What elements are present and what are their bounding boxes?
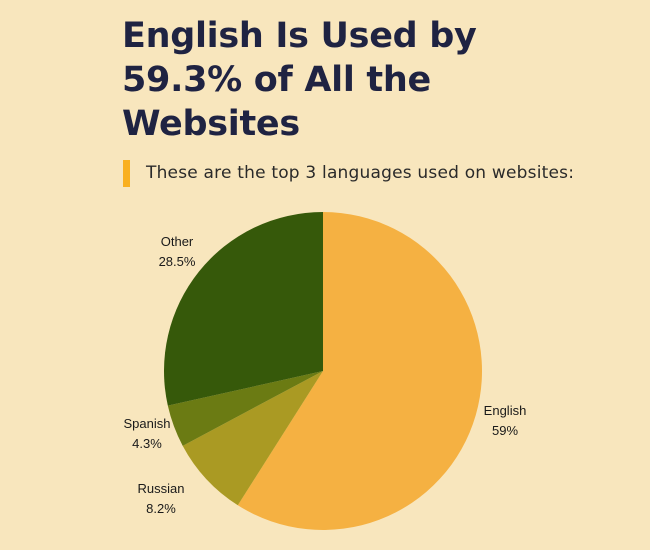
slice-label: Other (161, 234, 194, 249)
slice-value-label: 59% (492, 423, 518, 438)
chart-subtitle: These are the top 3 languages used on we… (146, 163, 575, 183)
accent-bar (123, 160, 130, 187)
pie-slice-russian (182, 371, 323, 506)
slice-value-label: 4.3% (132, 436, 162, 451)
slice-value-label: 28.5% (159, 254, 196, 269)
slice-label: English (484, 403, 527, 418)
chart-title: English Is Used by 59.3% of All the Webs… (122, 16, 477, 144)
slice-label: Russian (138, 481, 185, 496)
pie-slice-english (237, 212, 482, 530)
pie-slice-spanish (167, 371, 323, 446)
pie-slice-other (163, 212, 323, 406)
slice-label: Spanish (124, 416, 171, 431)
slice-value-label: 8.2% (146, 501, 176, 516)
